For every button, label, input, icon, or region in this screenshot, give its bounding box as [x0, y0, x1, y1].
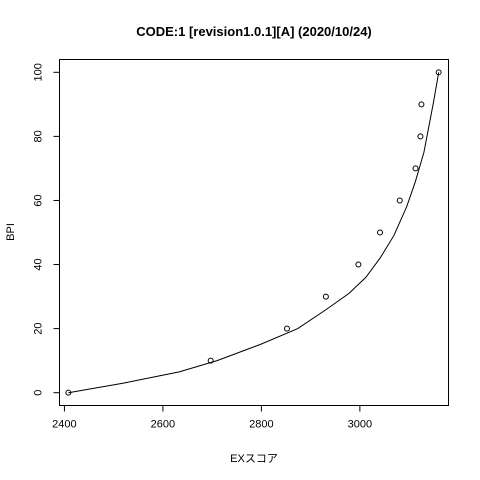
data-point	[65, 389, 72, 396]
plot-frame	[59, 59, 449, 406]
data-points	[65, 69, 442, 396]
x-tick-label: 2400	[52, 419, 76, 431]
y-tick-label: 80	[33, 130, 45, 142]
data-point	[417, 133, 424, 140]
x-axis-label: EXスコア	[230, 453, 278, 465]
data-point	[396, 197, 403, 204]
y-tick-label: 60	[33, 194, 45, 206]
y-tick-label: 20	[33, 322, 45, 334]
data-point	[435, 69, 442, 76]
data-point	[377, 229, 384, 236]
data-point	[207, 357, 214, 364]
data-point	[418, 101, 425, 108]
fit-curve	[68, 72, 440, 394]
data-point	[355, 261, 362, 268]
x-tick-label: 2800	[249, 419, 273, 431]
y-tick-label: 100	[33, 63, 45, 81]
data-point	[322, 293, 329, 300]
y-axis: 0 20 40 60 80 100	[33, 63, 60, 396]
chart-title: CODE:1 [revision1.0.1][A] (2020/10/24)	[136, 24, 372, 39]
x-axis: 2400 2600 2800 3000	[52, 405, 372, 431]
y-axis-label: BPI	[5, 223, 17, 241]
data-point	[412, 165, 419, 172]
y-tick-label: 0	[33, 390, 45, 396]
x-tick-label: 2600	[151, 419, 175, 431]
x-tick-label: 3000	[348, 419, 372, 431]
data-point	[283, 325, 290, 332]
y-tick-label: 40	[33, 258, 45, 270]
